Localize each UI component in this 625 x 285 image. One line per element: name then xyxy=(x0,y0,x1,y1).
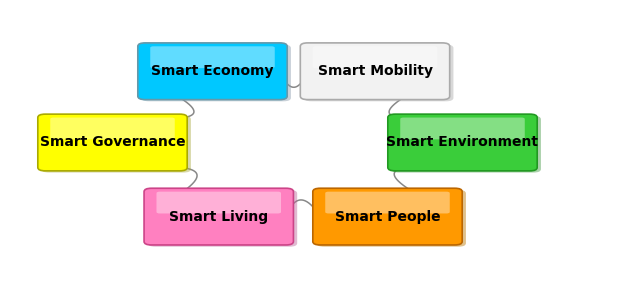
FancyBboxPatch shape xyxy=(41,116,191,173)
FancyBboxPatch shape xyxy=(400,117,525,139)
Text: Smart Mobility: Smart Mobility xyxy=(318,64,432,78)
Text: Smart Governance: Smart Governance xyxy=(40,135,186,150)
FancyBboxPatch shape xyxy=(150,46,275,68)
FancyBboxPatch shape xyxy=(144,188,294,245)
Text: Smart People: Smart People xyxy=(335,209,440,224)
FancyBboxPatch shape xyxy=(388,114,538,171)
FancyBboxPatch shape xyxy=(38,114,188,171)
FancyBboxPatch shape xyxy=(312,46,438,68)
FancyBboxPatch shape xyxy=(138,43,288,100)
FancyBboxPatch shape xyxy=(391,116,541,173)
FancyBboxPatch shape xyxy=(304,45,454,101)
FancyBboxPatch shape xyxy=(301,43,450,100)
FancyBboxPatch shape xyxy=(312,188,462,245)
FancyBboxPatch shape xyxy=(316,190,466,247)
Text: Smart Environment: Smart Environment xyxy=(386,135,539,150)
FancyBboxPatch shape xyxy=(156,192,281,213)
FancyBboxPatch shape xyxy=(142,45,291,101)
FancyBboxPatch shape xyxy=(148,190,298,247)
Text: Smart Living: Smart Living xyxy=(169,209,268,224)
FancyBboxPatch shape xyxy=(50,117,175,139)
FancyBboxPatch shape xyxy=(325,192,450,213)
Text: Smart Economy: Smart Economy xyxy=(151,64,274,78)
